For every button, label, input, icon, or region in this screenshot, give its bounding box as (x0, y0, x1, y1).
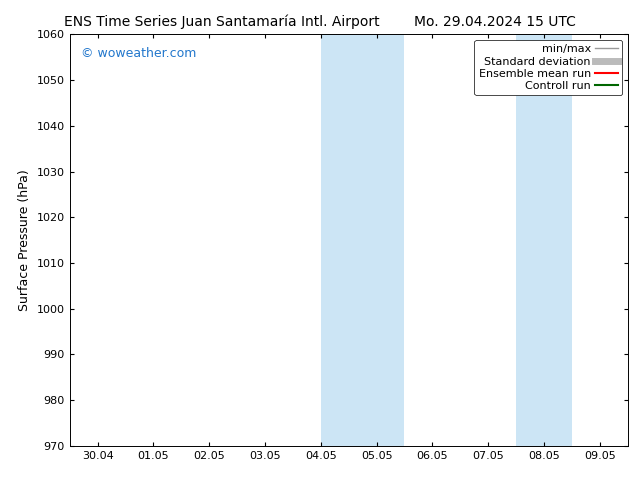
Y-axis label: Surface Pressure (hPa): Surface Pressure (hPa) (18, 169, 31, 311)
Bar (516, 34, 572, 446)
Text: © woweather.com: © woweather.com (81, 47, 197, 60)
Text: ENS Time Series Juan Santamaría Intl. Airport: ENS Time Series Juan Santamaría Intl. Ai… (64, 15, 380, 29)
Bar (321, 34, 404, 446)
Text: Mo. 29.04.2024 15 UTC: Mo. 29.04.2024 15 UTC (413, 15, 576, 29)
Legend: min/max, Standard deviation, Ensemble mean run, Controll run: min/max, Standard deviation, Ensemble me… (474, 40, 622, 96)
